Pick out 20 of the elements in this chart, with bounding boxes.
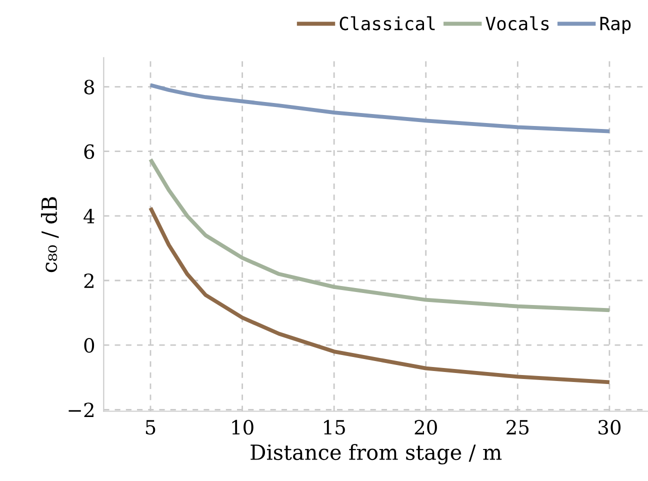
y-tick-label: 2	[84, 273, 94, 288]
y-tick-label: 4	[84, 208, 94, 224]
y-tick-label: 0	[84, 338, 94, 353]
x-tick-label: 15	[324, 420, 345, 435]
x-tick-label: 20	[414, 420, 437, 435]
x-tick-label: 30	[598, 420, 621, 435]
x-tick-label: 10	[232, 420, 254, 435]
line-series	[148, 206, 612, 384]
y-tick-label: 6	[84, 144, 94, 160]
legend-label: Vocals	[486, 16, 549, 30]
legend-label: Classical	[340, 16, 435, 30]
line-series	[148, 83, 612, 134]
x-tick-label: 25	[506, 420, 529, 435]
y-tick-label: 8	[84, 80, 94, 94]
x-axis-title: Distance from stage / m	[250, 444, 502, 464]
y-axis-title: c₈₀ / dB	[40, 197, 59, 272]
line-series	[148, 157, 612, 312]
legend-label: Rap	[600, 16, 631, 34]
y-tick-label: −2	[68, 402, 94, 418]
x-tick-label: 5	[146, 420, 156, 435]
